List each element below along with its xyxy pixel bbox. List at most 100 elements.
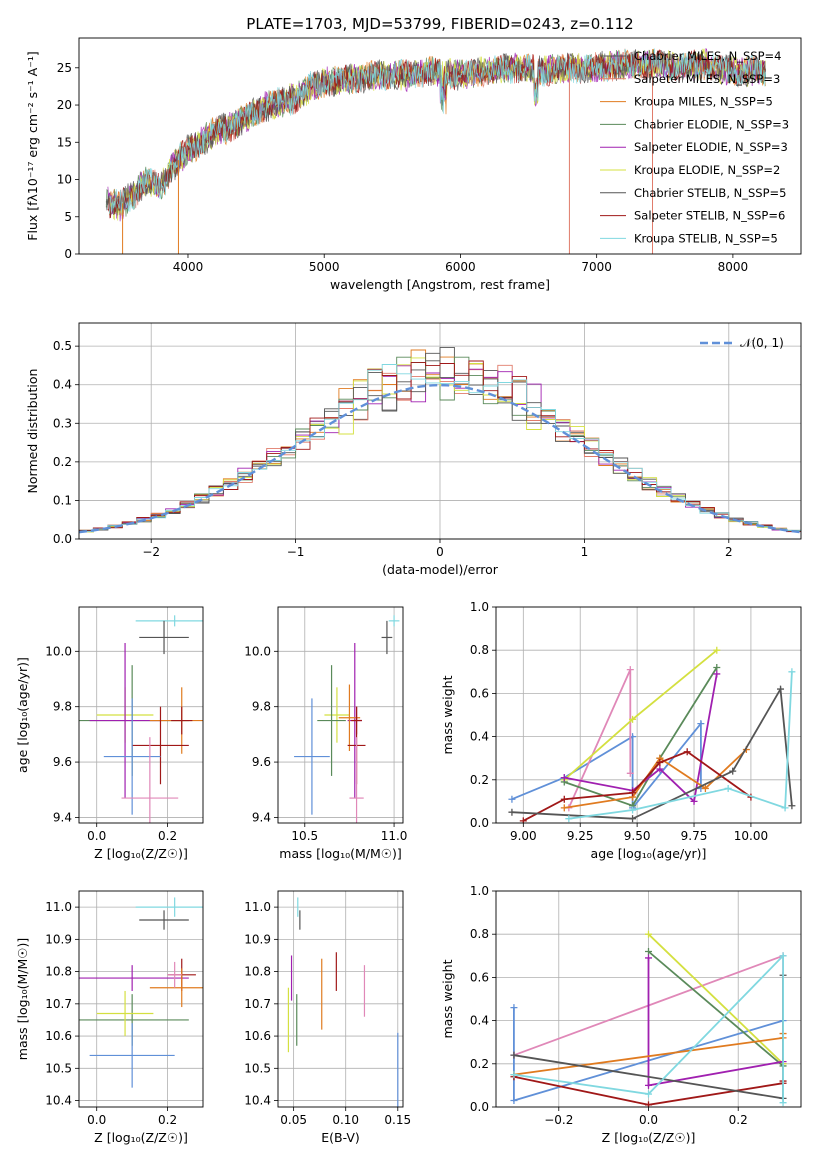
x-tick-label: −2 [142,545,160,559]
x-tick-label: 0.2 [158,829,177,843]
spectrum-legend: Chabrier MILES, N_SSP=4 Salpeter MILES, N… [600,49,789,245]
y-tick-label: 0.4 [470,1014,489,1028]
y-tick-label: 15 [57,135,72,149]
mass-weight-marker [713,646,721,654]
errorbar-point [135,615,203,627]
y-tick-label: 0 [64,247,72,261]
mass-weight-marker [777,685,785,693]
x-tick-label: 0.05 [280,1113,307,1127]
y-tick-label: 0.3 [53,416,72,430]
axes-frame [277,890,404,1108]
mass-weight-line [522,750,752,822]
x-tick-label: 10.00 [734,829,768,843]
legend-entry: Chabrier ELODIE, N_SSP=3 [634,117,789,131]
y-tick-label: 0.1 [53,493,72,507]
errorbar-point [294,698,330,815]
errorbar-point [89,643,161,799]
errorbar-point [349,737,364,823]
x-tick-label: 5000 [309,260,340,274]
mass-weight-line [647,933,784,1065]
x-tick-label: 7000 [581,260,612,274]
x-tick-label: −0.2 [544,1113,573,1127]
x-tick-label: −1 [287,545,305,559]
plot-area [79,897,203,1088]
mass-weight-line [511,721,702,811]
mass-weight-marker [690,797,698,805]
y-axis-label: Normed distribution [25,369,40,494]
mass-weight-marker [724,784,732,792]
panel-ebv_mass: 0.05 0.10 0.15 10.4 10.5 10.6 10.7 10.8 10.9 11.0… [244,890,411,1145]
y-tick-label: 0.0 [470,1100,489,1114]
y-tick-label: 10.0 [244,644,271,658]
y-tick-label: 10.7 [244,997,271,1011]
y-tick-label: 9.8 [53,700,72,714]
y-tick-label: 10.7 [45,997,72,1011]
y-tick-label: 0.8 [470,643,489,657]
mass-weight-marker [510,1097,518,1105]
legend-entry: Salpeter MILES, N_SSP=3 [634,72,780,86]
y-tick-label: 10.8 [244,965,271,979]
plot-area [294,615,400,823]
legend-entry: Kroupa ELODIE, N_SSP=2 [634,163,780,177]
x-tick-label: 0.0 [639,1113,658,1127]
axes-frame [78,322,802,540]
mass-weight-marker [656,759,664,767]
errorbar-point [121,737,179,823]
axes-frame [495,606,802,824]
errorbar-point [135,897,203,917]
y-tick-label: 9.6 [53,755,72,769]
mass-weight-marker [560,774,568,782]
legend-entry: Kroupa STELIB, N_SSP=5 [634,231,778,245]
x-axis-label: wavelength [Angstrom, rest frame] [330,277,550,292]
legend-entry: Salpeter ELODIE, N_SSP=3 [634,140,788,154]
errorbar-point [388,615,400,627]
errorbar-point [132,706,189,785]
errorbar-point [171,706,193,735]
errorbar-point [139,910,189,930]
mass-weight-marker [508,808,516,816]
mass-weight-marker [519,817,527,823]
x-tick-label: 9.75 [681,829,708,843]
y-tick-label: 10.9 [45,932,72,946]
mass-weight-marker [701,784,709,792]
figure-title: PLATE=1703, MJD=53799, FIBERID=0243, z=0… [246,15,633,33]
y-tick-label: 10.6 [244,1029,271,1043]
x-tick-label: 9.25 [567,829,594,843]
y-tick-label: 5 [64,210,72,224]
legend-entry: Chabrier MILES, N_SSP=4 [634,49,781,63]
mass-weight-marker [779,952,787,960]
mass-weight-marker [560,804,568,812]
y-tick-label: 0.2 [470,773,489,787]
x-axis-label: (data-model)/error [382,562,499,577]
residual-histogram [79,360,801,532]
mass-weight-line [647,950,784,1067]
axes-frame [277,606,404,824]
mass-weight-marker [656,765,664,773]
mass-weight-marker [629,715,637,723]
mass-weight-marker [788,802,796,810]
mass-weight-line [513,953,784,1103]
y-tick-label: 25 [57,61,72,75]
mass-weight-marker [510,1071,518,1079]
plot-area [508,646,796,823]
x-axis-label: Z [log₁₀(Z/Z☉)] [94,846,188,861]
y-tick-label: 0.5 [53,339,72,353]
y-tick-label: 0.2 [470,1057,489,1071]
y-tick-label: 10.0 [45,644,72,658]
y-tick-label: 9.8 [252,700,271,714]
spectrum-series-line [109,48,766,214]
panel-z_weight: −0.2 0.0 0.2 0.0 0.2 0.4 0.6 0.8 1.0 Z [log₁₀(Z/Z… [440,884,802,1145]
x-tick-label: 10.5 [291,829,318,843]
x-tick-label: 9.00 [510,829,537,843]
mass-weight-marker [645,1081,652,1089]
x-axis-label: age [log₁₀(age/yr)] [591,846,707,861]
y-tick-label: 10.4 [45,1094,72,1108]
x-tick-label: 0 [436,545,444,559]
y-tick-label: 10.5 [45,1061,72,1075]
y-tick-label: 0.8 [470,927,489,941]
y-tick-label: 10.8 [45,965,72,979]
y-tick-label: 9.6 [252,755,271,769]
x-tick-label: 0.15 [384,1113,411,1127]
panel-z_mass: 0.0 0.2 10.4 10.5 10.6 10.7 10.8 10.9 11.0 Z [log… [15,890,204,1145]
legend-entry: Salpeter STELIB, N_SSP=6 [634,209,785,223]
